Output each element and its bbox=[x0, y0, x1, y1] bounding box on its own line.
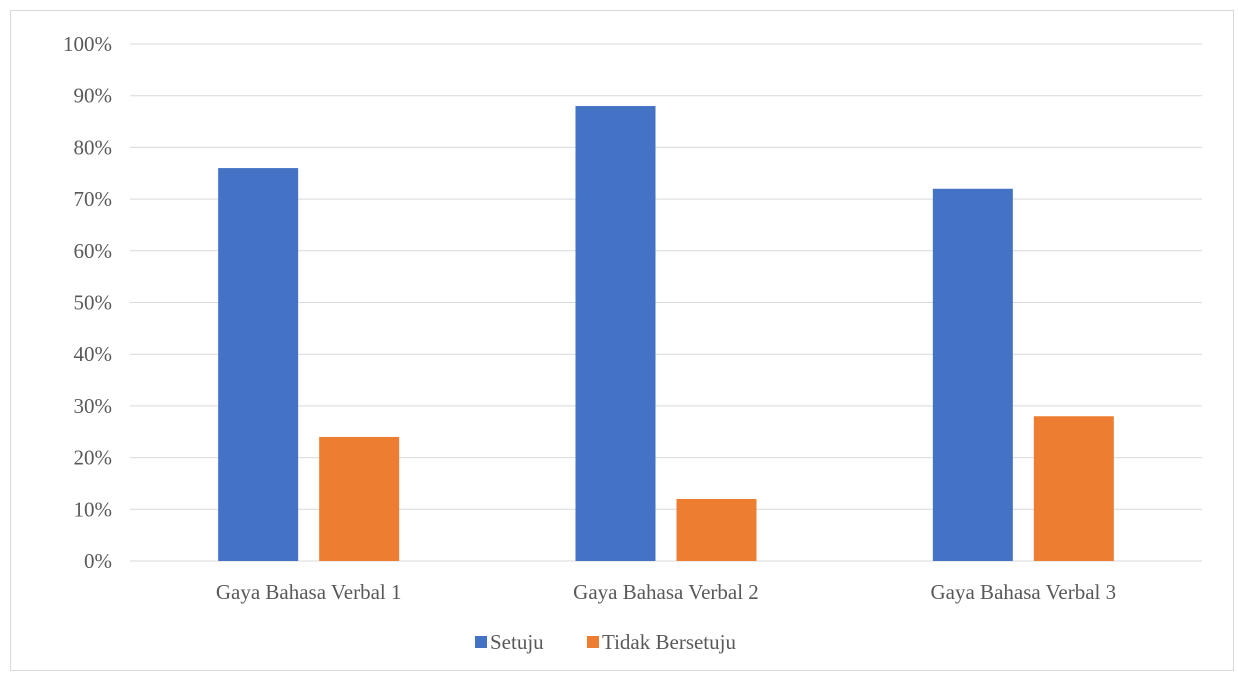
bar-setuju-2 bbox=[576, 106, 656, 561]
y-tick-label: 40% bbox=[74, 342, 113, 366]
bar-tidak-bersetuju-2 bbox=[677, 499, 757, 561]
y-tick-label: 50% bbox=[74, 291, 113, 315]
bar-setuju-3 bbox=[933, 189, 1013, 561]
legend-swatch bbox=[475, 636, 487, 648]
legend-item-tidak-bersetuju: Tidak Bersetuju bbox=[587, 630, 736, 654]
bar-tidak-bersetuju-1 bbox=[319, 437, 399, 561]
x-category-label: Gaya Bahasa Verbal 2 bbox=[573, 580, 759, 604]
y-tick-label: 10% bbox=[74, 497, 113, 521]
y-tick-label: 0% bbox=[84, 549, 112, 573]
legend-label: Tidak Bersetuju bbox=[602, 630, 736, 654]
x-category-label: Gaya Bahasa Verbal 3 bbox=[931, 580, 1117, 604]
x-category-label: Gaya Bahasa Verbal 1 bbox=[216, 580, 402, 604]
bars bbox=[218, 106, 1114, 561]
y-tick-label: 60% bbox=[74, 239, 113, 263]
legend-item-setuju: Setuju bbox=[475, 630, 544, 654]
y-tick-label: 80% bbox=[74, 135, 113, 159]
bar-tidak-bersetuju-3 bbox=[1034, 416, 1114, 561]
bar-setuju-1 bbox=[218, 168, 298, 561]
y-tick-label: 90% bbox=[74, 84, 113, 108]
x-axis-category-labels: Gaya Bahasa Verbal 1 Gaya Bahasa Verbal 2… bbox=[216, 580, 1116, 604]
y-tick-label: 20% bbox=[74, 446, 113, 470]
y-tick-label: 70% bbox=[74, 187, 113, 211]
y-tick-label: 30% bbox=[74, 394, 113, 418]
y-axis-tick-labels: 0% 10% 20% 30% 40% 50% 60% 70% 80% 90% 100% bbox=[63, 32, 112, 573]
legend: Setuju Tidak Bersetuju bbox=[475, 630, 736, 654]
legend-swatch bbox=[587, 636, 599, 648]
y-tick-label: 100% bbox=[63, 32, 112, 56]
legend-label: Setuju bbox=[490, 630, 544, 654]
